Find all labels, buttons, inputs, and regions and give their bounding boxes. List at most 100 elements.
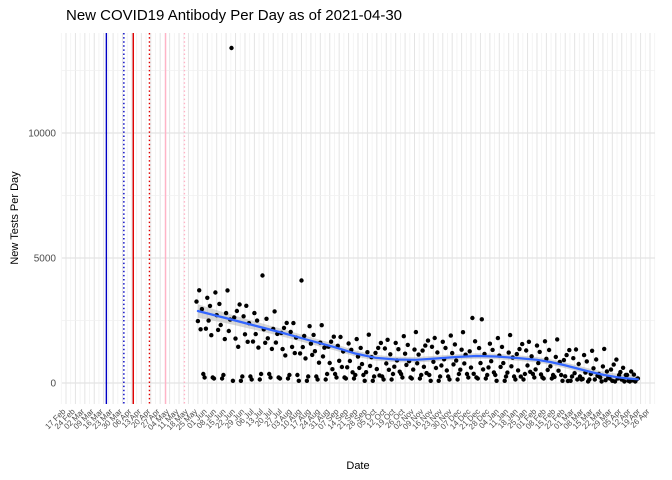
data-point xyxy=(273,340,279,345)
data-point xyxy=(209,333,214,338)
data-point xyxy=(242,332,248,337)
trend-line xyxy=(196,309,640,381)
data-point xyxy=(505,370,510,375)
data-point xyxy=(402,351,408,356)
chart-title: New COVID19 Antibody Per Day as of 2021-… xyxy=(66,7,403,24)
data-point xyxy=(201,371,206,377)
data-point xyxy=(460,330,466,335)
data-point xyxy=(289,344,295,350)
data-point xyxy=(603,378,608,383)
data-point xyxy=(398,371,404,377)
data-point xyxy=(351,376,357,381)
data-point xyxy=(470,315,475,321)
data-point xyxy=(417,376,423,381)
data-point xyxy=(232,315,237,320)
data-point xyxy=(400,375,405,380)
data-point xyxy=(486,365,491,370)
data-point xyxy=(427,372,432,378)
data-point xyxy=(522,371,528,377)
data-point xyxy=(495,335,501,341)
data-point xyxy=(437,374,443,379)
data-point xyxy=(382,346,388,351)
data-point xyxy=(575,377,580,382)
data-point xyxy=(548,364,553,369)
data-point xyxy=(560,378,565,383)
data-point xyxy=(507,332,513,338)
data-point xyxy=(304,378,310,383)
data-point xyxy=(462,361,467,366)
data-point xyxy=(354,336,359,342)
data-point xyxy=(303,356,308,361)
y-tick-label: 0 xyxy=(50,379,56,390)
data-point xyxy=(555,337,560,342)
data-point xyxy=(451,362,456,367)
data-point xyxy=(419,372,424,378)
data-point xyxy=(532,375,537,380)
data-point xyxy=(629,369,634,374)
data-point xyxy=(493,372,498,378)
data-point xyxy=(324,371,330,377)
data-point xyxy=(386,367,392,372)
data-point xyxy=(401,334,406,339)
data-point xyxy=(589,348,595,353)
data-point xyxy=(612,379,618,384)
data-point xyxy=(444,368,449,373)
data-point xyxy=(602,346,607,352)
data-point xyxy=(435,350,440,355)
data-point xyxy=(631,372,637,377)
data-point xyxy=(608,367,614,372)
data-point xyxy=(283,353,288,358)
data-point xyxy=(587,377,592,382)
data-point xyxy=(494,378,499,383)
data-point xyxy=(525,363,530,368)
data-point xyxy=(556,368,561,373)
data-point xyxy=(568,378,573,383)
data-point xyxy=(366,332,371,337)
data-point xyxy=(202,375,207,380)
data-point xyxy=(300,344,305,350)
data-point xyxy=(334,375,339,380)
data-point xyxy=(249,377,254,382)
data-point xyxy=(552,374,557,380)
data-point xyxy=(256,345,261,350)
data-point xyxy=(524,348,529,353)
data-point xyxy=(459,347,464,352)
data-point xyxy=(553,354,558,360)
data-point xyxy=(594,357,599,362)
data-point xyxy=(536,360,541,366)
data-point xyxy=(624,372,630,378)
data-point xyxy=(264,316,269,321)
data-point xyxy=(439,363,444,368)
data-point xyxy=(284,320,289,326)
data-point xyxy=(499,344,505,350)
data-point xyxy=(561,357,567,363)
data-point xyxy=(490,347,495,353)
data-point xyxy=(482,351,487,357)
data-point xyxy=(373,350,378,356)
data-point xyxy=(468,365,474,370)
data-point xyxy=(384,361,389,366)
data-point xyxy=(320,354,326,359)
data-point xyxy=(338,334,343,340)
data-point xyxy=(374,366,379,372)
data-point xyxy=(429,344,435,349)
data-point xyxy=(521,377,526,382)
data-point xyxy=(263,340,268,345)
data-point xyxy=(306,374,311,379)
data-point xyxy=(236,344,241,349)
data-point xyxy=(244,303,249,308)
data-point xyxy=(203,326,209,331)
data-point xyxy=(432,335,437,341)
data-point xyxy=(611,362,616,367)
data-point xyxy=(404,362,409,368)
data-point xyxy=(425,338,431,343)
data-point xyxy=(475,376,480,381)
data-point xyxy=(620,365,626,370)
data-point xyxy=(194,299,199,304)
data-point xyxy=(518,374,523,379)
data-point xyxy=(381,377,386,382)
data-point xyxy=(221,372,226,378)
data-point xyxy=(604,369,610,374)
data-point xyxy=(217,301,222,307)
